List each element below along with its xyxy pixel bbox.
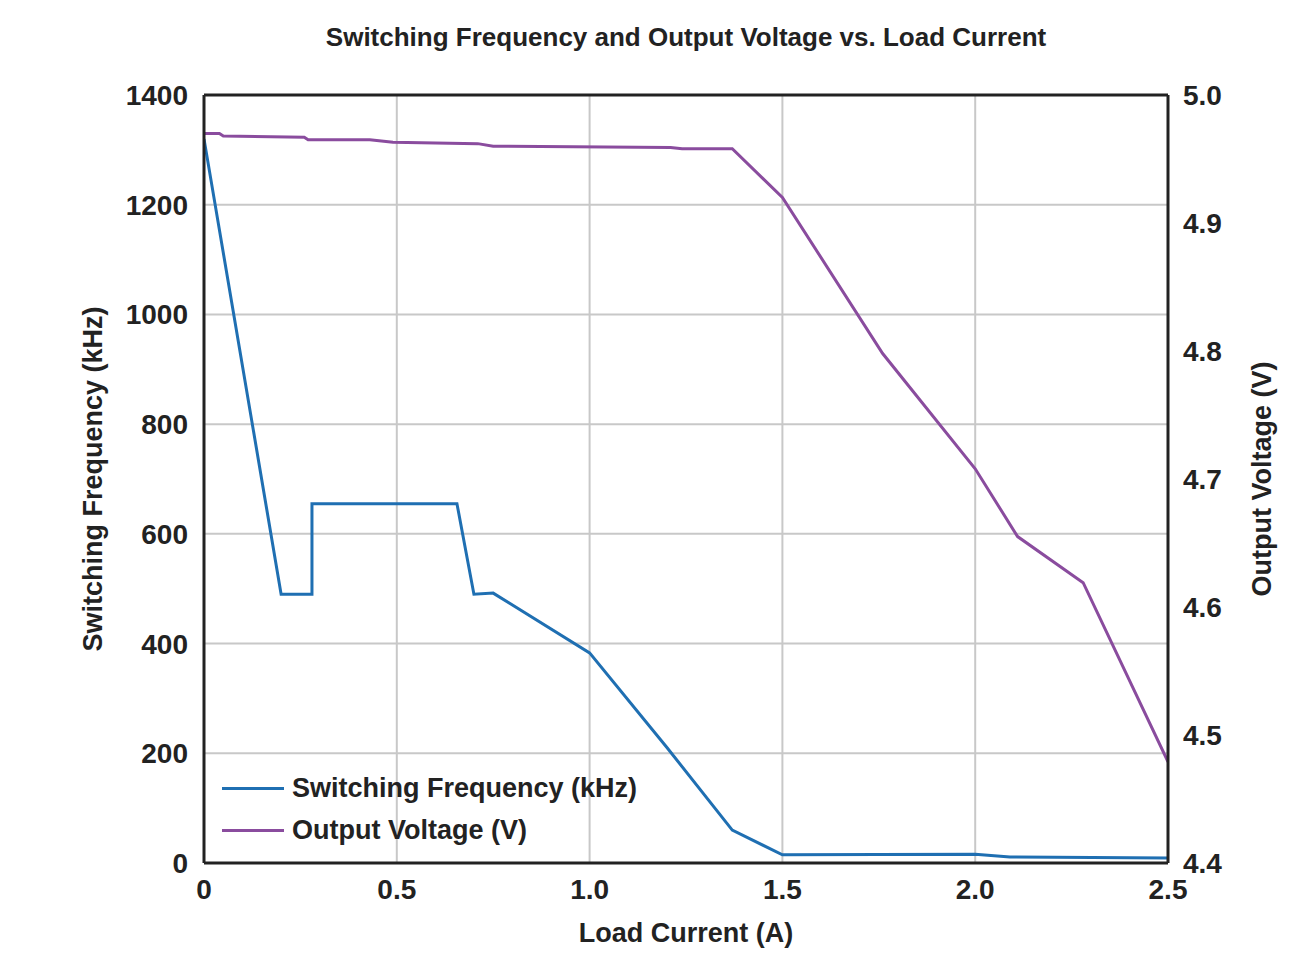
svg-text:0.5: 0.5	[377, 874, 416, 905]
html-text:Switching Frequency (kHz): Switching Frequency (kHz)	[292, 772, 637, 803]
svg-text:1000: 1000	[126, 299, 188, 330]
svg-text:4.8: 4.8	[1183, 336, 1222, 367]
svg-text:1.5: 1.5	[763, 874, 802, 905]
html-text:Switching Frequency and Output: Switching Frequency and Output Voltage v…	[325, 22, 1047, 52]
svg-text:Load Current (A): Load Current (A)	[579, 918, 793, 948]
svg-text:4.9: 4.9	[1183, 208, 1222, 239]
svg-text:2.0: 2.0	[956, 874, 995, 905]
svg-text:2.5: 2.5	[1149, 874, 1188, 905]
svg-text:0: 0	[196, 874, 212, 905]
svg-text:200: 200	[141, 738, 188, 769]
html-text:Output Voltage (V): Output Voltage (V)	[292, 814, 527, 845]
svg-text:Switching Frequency (kHz): Switching Frequency (kHz)	[78, 306, 108, 651]
svg-text:800: 800	[141, 409, 188, 440]
svg-text:600: 600	[141, 519, 188, 550]
svg-text:400: 400	[141, 629, 188, 660]
svg-text:4.5: 4.5	[1183, 720, 1222, 751]
svg-text:4.7: 4.7	[1183, 464, 1222, 495]
svg-text:Output Voltage (V): Output Voltage (V)	[1247, 362, 1277, 597]
svg-text:1200: 1200	[126, 190, 188, 221]
svg-text:4.4: 4.4	[1183, 848, 1222, 879]
svg-text:4.6: 4.6	[1183, 592, 1222, 623]
svg-text:1.0: 1.0	[570, 874, 609, 905]
svg-text:1400: 1400	[126, 80, 188, 111]
svg-text:5.0: 5.0	[1183, 80, 1222, 111]
svg-text:0: 0	[172, 848, 188, 879]
